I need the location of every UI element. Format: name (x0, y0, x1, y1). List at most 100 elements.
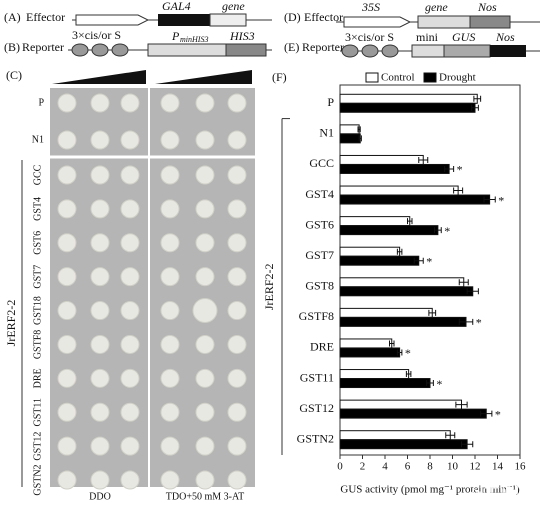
yeast-spot (195, 368, 215, 388)
row-label: GST12 (32, 432, 43, 461)
bar (339, 307, 433, 318)
error-bar (473, 95, 482, 102)
yeast-spot (120, 267, 140, 287)
bar (339, 102, 476, 113)
plate-photo (50, 88, 255, 487)
error-bar (358, 135, 362, 142)
medium-label: TDO+50 mM 3-AT (166, 491, 244, 502)
promoter-subscript: minHIS3 (180, 35, 208, 44)
yeast-spot (227, 301, 247, 321)
yeast-spot (160, 368, 180, 388)
yeast-spot (227, 267, 247, 287)
significance-mark: * (426, 254, 432, 268)
bar (339, 133, 361, 144)
bar (339, 399, 462, 410)
gene-label: HIS3 (229, 29, 255, 43)
yeast-spot (57, 93, 77, 113)
x-axis-label: GUS activity (pmol mg⁻¹ protein min⁻¹) (340, 484, 520, 496)
significance-mark: * (495, 407, 501, 421)
significance-mark: * (457, 163, 463, 177)
bar (339, 316, 467, 327)
part-label: 35S (361, 0, 380, 14)
bar (339, 216, 411, 227)
yeast-spot (90, 470, 110, 490)
yeast-spot (57, 368, 77, 388)
x-tick-label: 6 (405, 461, 411, 473)
yeast-spot (227, 93, 247, 113)
part-label: Nos (495, 30, 515, 44)
error-bar (418, 156, 429, 163)
row-label: N1 (32, 134, 44, 145)
construct-label: Effector (26, 10, 65, 24)
yeast-spot (57, 130, 77, 150)
cis-element (381, 44, 399, 58)
row-label: GST7 (32, 265, 43, 289)
panel-b: (B) Reporter 3×cis/or S P minHIS3 HIS3 (4, 28, 272, 57)
significance-mark: * (498, 193, 504, 207)
x-tick-label: 10 (447, 461, 459, 473)
yeast-spot (227, 199, 247, 219)
panel-tag: (F) (272, 70, 287, 84)
panel-tag: (E) (284, 40, 299, 54)
bar (339, 194, 491, 205)
nos-box (469, 15, 511, 29)
y-tick-label: GSTF8 (299, 309, 334, 323)
bar (339, 93, 478, 104)
part-label: gene (425, 0, 448, 14)
yeast-spot (195, 93, 215, 113)
yeast-spot (195, 267, 215, 287)
yeast-spot (120, 165, 140, 185)
y-tick-label: GST6 (305, 217, 334, 231)
x-tick-label: 0 (337, 461, 343, 473)
bar (339, 286, 474, 297)
part-label: GAL4 (162, 0, 191, 13)
yeast-spot (57, 334, 77, 354)
yeast-spot (90, 402, 110, 422)
cis-element (111, 43, 129, 57)
dilution-wedge (155, 70, 252, 84)
yeast-spot (90, 233, 110, 253)
yeast-spot (90, 199, 110, 219)
dilution-wedge (52, 70, 146, 84)
yeast-spot (120, 301, 140, 321)
yeast-spot (160, 402, 180, 422)
error-bar (407, 218, 413, 225)
construct-label: Reporter (22, 40, 64, 54)
cis-element (361, 44, 379, 58)
legend-swatch (423, 72, 437, 83)
cis-element (341, 44, 359, 58)
part-label: GUS (452, 30, 475, 44)
yeast-spot (120, 368, 140, 388)
significance-mark: * (436, 377, 442, 391)
bar (339, 408, 487, 419)
yeast-spot (160, 130, 180, 150)
construct-label: Reporter (302, 40, 344, 54)
yeast-spot (227, 402, 247, 422)
promoter-box (147, 43, 227, 57)
yeast-spot (57, 470, 77, 490)
yeast-spot (120, 470, 140, 490)
bar (339, 430, 451, 441)
yeast-spot (227, 368, 247, 388)
significance-mark: * (476, 316, 482, 330)
y-tick-label: GST8 (305, 279, 334, 293)
arrow (75, 14, 150, 26)
gene-box (209, 13, 247, 27)
legend-label: Control (381, 72, 415, 84)
y-tick-label: P (327, 95, 334, 109)
row-label: GSTF8 (32, 330, 43, 359)
error-bar (466, 288, 479, 295)
y-tick-label: GST11 (300, 370, 334, 384)
bar (339, 154, 424, 165)
error-bar (480, 410, 493, 417)
yeast-spot (195, 402, 215, 422)
yeast-spot (57, 199, 77, 219)
row-label: DRE (32, 368, 43, 388)
watermark: 知乎 @植物科研 (470, 480, 544, 497)
yeast-spot (120, 130, 140, 150)
error-bar (455, 401, 468, 408)
error-bar (396, 349, 403, 356)
yeast-spot (227, 233, 247, 253)
part-label: mini (416, 30, 439, 44)
error-bar (458, 318, 474, 325)
